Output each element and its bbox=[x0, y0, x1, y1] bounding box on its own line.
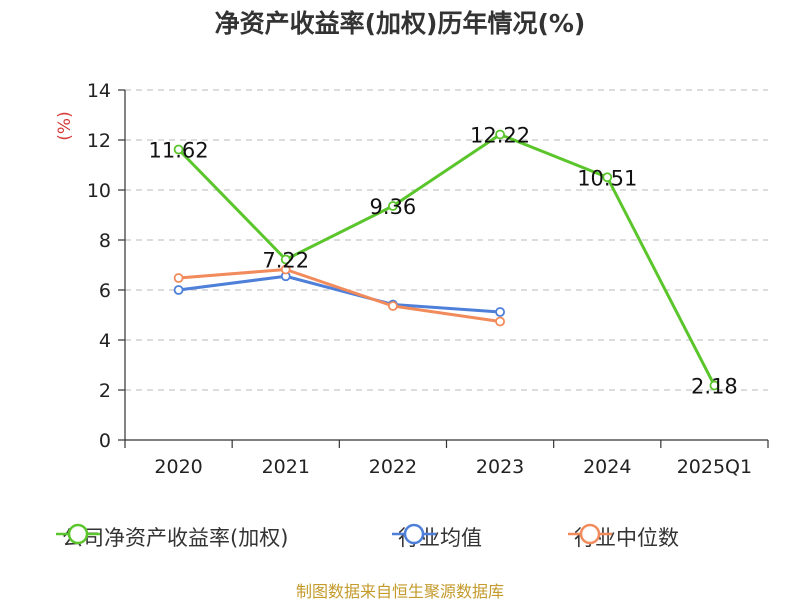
series-line-0 bbox=[177, 133, 716, 387]
y-tick-label: 10 bbox=[87, 180, 111, 202]
data-point bbox=[173, 144, 184, 155]
legend-marker-company bbox=[56, 523, 100, 545]
legend-item-industry-mean[interactable]: 行业均值 bbox=[390, 522, 482, 552]
y-axis-label: (%) bbox=[55, 111, 75, 140]
data-point bbox=[280, 254, 291, 265]
x-tick-label: 2021 bbox=[262, 456, 310, 478]
data-label: 10.51 bbox=[577, 166, 637, 190]
legend-label-company: 公司净资产收益率(加权) bbox=[62, 526, 289, 550]
x-tick-label: 2025Q1 bbox=[677, 456, 752, 478]
x-tick-label: 2023 bbox=[476, 456, 524, 478]
y-tick-label: 12 bbox=[87, 130, 111, 152]
y-tick-label: 0 bbox=[99, 430, 111, 452]
y-tick-label: 2 bbox=[99, 380, 111, 402]
legend-circle bbox=[579, 523, 601, 545]
x-tick-label: 2020 bbox=[154, 456, 202, 478]
data-label: 7.22 bbox=[262, 249, 309, 273]
y-tick-label: 4 bbox=[99, 330, 111, 352]
legend-marker-industry-median bbox=[568, 523, 612, 545]
data-point bbox=[602, 172, 613, 183]
series-line-2 bbox=[178, 268, 501, 323]
data-point bbox=[280, 264, 291, 275]
data-point bbox=[173, 285, 184, 295]
data-point bbox=[495, 316, 505, 327]
data-label: 11.62 bbox=[149, 139, 209, 163]
data-point bbox=[388, 301, 398, 311]
source-note: 制图数据来自恒生聚源数据库 bbox=[295, 582, 504, 601]
y-tick-label: 14 bbox=[87, 80, 111, 102]
data-point bbox=[388, 201, 398, 211]
legend-item-industry-median[interactable]: 行业中位数 bbox=[566, 522, 679, 552]
data-label: 9.36 bbox=[370, 195, 417, 219]
data-point bbox=[495, 129, 505, 140]
x-tick-label: 2024 bbox=[583, 456, 631, 478]
legend-circle bbox=[403, 523, 425, 545]
legend-marker-industry-mean bbox=[392, 523, 436, 545]
legend-item-company[interactable]: 公司净资产收益率(加权) bbox=[54, 522, 288, 552]
y-tick-label: 8 bbox=[99, 230, 111, 252]
data-label: 2.18 bbox=[691, 375, 738, 399]
x-tick-label: 2022 bbox=[369, 456, 417, 478]
y-tick-label: 6 bbox=[99, 280, 111, 302]
data-point bbox=[709, 380, 720, 391]
data-label: 12.22 bbox=[470, 124, 530, 148]
legend-circle bbox=[67, 523, 89, 545]
series-line-1 bbox=[178, 274, 501, 314]
data-point bbox=[173, 273, 184, 283]
data-point bbox=[495, 307, 505, 317]
chart-title: 净资产收益率(加权)历年情况(%) bbox=[214, 9, 586, 38]
legend: 公司净资产收益率(加权) 行业均值 行业中位数 bbox=[0, 522, 800, 552]
